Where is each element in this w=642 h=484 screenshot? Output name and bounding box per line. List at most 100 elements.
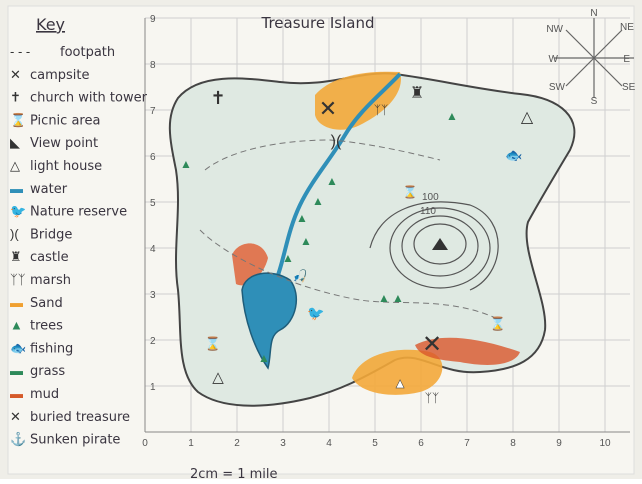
x-tick-label: 10 [599,438,611,449]
x-tick-label: 8 [510,438,516,449]
y-tick-label: 6 [150,152,156,163]
y-tick-label: 2 [150,336,156,347]
key-item-label: castle [30,250,69,265]
footpath-north [204,139,441,171]
key-item: ◣ View point [10,135,98,151]
picnic-map-icon: ⌛ [205,336,221,351]
x-tick-label: 9 [556,438,562,449]
mud-icon: ▬ [10,386,23,401]
compass-n: N [590,8,597,19]
x-tick-label: 3 [280,438,286,449]
fishing-map-icon: 🎣 [293,268,308,283]
key-item-label: Sand [30,296,63,311]
contour-label-110: 110 [420,206,436,217]
key-item-label: mud [30,387,59,402]
compass-nw: NW [546,24,563,35]
key-item: △ light house [10,158,102,174]
key-panel: Key - - - footpath ✕ campsite ✝ church with t… [10,15,148,448]
key-item: )(Bridge [10,226,72,242]
mud-south-east [415,337,520,365]
lighthouse-icon: △ [10,158,20,173]
y-tick-label: 1 [150,382,156,393]
key-item-label: church with tower [30,91,148,106]
picnic-icon: ⌛ [10,112,26,127]
key-item-label: Sunken pirate [30,433,120,448]
compass-sw: SW [549,82,566,93]
key-item: ✝ church with tower [10,90,148,106]
viewpoint-icon: ◣ [10,135,20,150]
trees-icon: ▲ [10,318,23,333]
picnic-map-icon-hill: ⌛ [403,185,418,199]
pirate-icon: ⚓ [10,432,26,447]
compass-s: S [591,96,598,107]
x-tick-label: 4 [326,438,332,449]
lighthouse-map-icon-south: △ [212,369,224,386]
compass-w: W [549,54,559,65]
key-item-label: Bridge [30,227,72,242]
nature-reserve-map-icon: 🐦 [307,305,324,321]
river [276,72,402,276]
key-item: ✕ campsite [10,67,90,83]
key-item-label: Picnic area [30,113,100,128]
x-tick-label: 0 [142,438,148,449]
contour-label-100: 100 [422,192,439,203]
pirate-map-icon: ▲ [393,375,407,391]
key-item: ▬ water [10,181,68,197]
scale-label: 2cm = 1 mile [190,467,278,479]
key-item-label: Nature reserve [30,205,127,220]
key-item: ᛉᛉ marsh [10,272,71,288]
svg-text:▲: ▲ [446,109,458,123]
sand-south [352,349,443,395]
key-item: 🐟 fishing [10,340,73,356]
svg-text:▲: ▲ [258,351,270,365]
compass-ne: NE [620,22,634,33]
key-item-label: buried treasure [30,410,130,425]
y-tick-label: 5 [150,198,156,209]
contour-lines [369,201,499,291]
svg-text:▲: ▲ [282,251,294,265]
y-tick-label: 3 [150,290,156,301]
footpath-icon: - - - [10,44,30,59]
lighthouse-map-icon: △ [521,109,534,126]
compass-se: SE [622,82,636,93]
key-item-label: fishing [30,341,73,356]
x-tick-label: 5 [372,438,378,449]
treasure-icon: ✕ [10,409,21,424]
key-item-label: View point [30,136,98,151]
x-tick-label: 6 [418,438,424,449]
y-tick-label: 4 [150,244,156,255]
x-tick-labels: 0 1 2 3 4 5 6 7 8 9 10 [142,438,611,449]
key-item: ♜ castle [10,249,69,265]
y-tick-labels: 1 2 3 4 5 6 7 8 9 [150,14,156,393]
key-item-label: light house [30,159,102,174]
castle-map-icon: ♜ [410,85,424,102]
campsite-icon: ✕ [10,67,21,82]
treasure-map-icon: ✕ [422,331,442,358]
svg-text:▲: ▲ [312,194,324,208]
fish-map-icon: 🐟 [505,147,522,163]
map-title: Treasure Island [261,14,375,32]
key-item: ▲ trees [10,318,63,334]
church-icon: ✝ [10,90,21,105]
marsh-icon: ᛉᛉ [10,272,26,287]
marsh-map-icon: ᛉᛉ [425,391,439,405]
y-tick-label: 9 [150,14,156,25]
svg-text:▲: ▲ [296,211,308,225]
key-item-label: footpath [60,45,115,60]
key-item-label: campsite [30,68,90,83]
key-item: ⌛ Picnic area [10,112,100,128]
bridge-map-icon: )( [331,133,342,150]
sand-icon: ▬ [10,295,23,310]
x-tick-label: 7 [464,438,470,449]
key-item: 🐦 Nature reserve [10,204,127,220]
y-tick-label: 8 [150,60,156,71]
y-tick-label: 7 [150,106,156,117]
water-icon: ▬ [10,181,23,196]
picnic-map-icon-east: ⌛ [490,316,506,331]
key-item-label: water [30,182,68,197]
key-item: ⚓ Sunken pirate [10,432,120,448]
x-tick-label: 1 [188,438,194,449]
key-item-label: trees [30,319,63,334]
